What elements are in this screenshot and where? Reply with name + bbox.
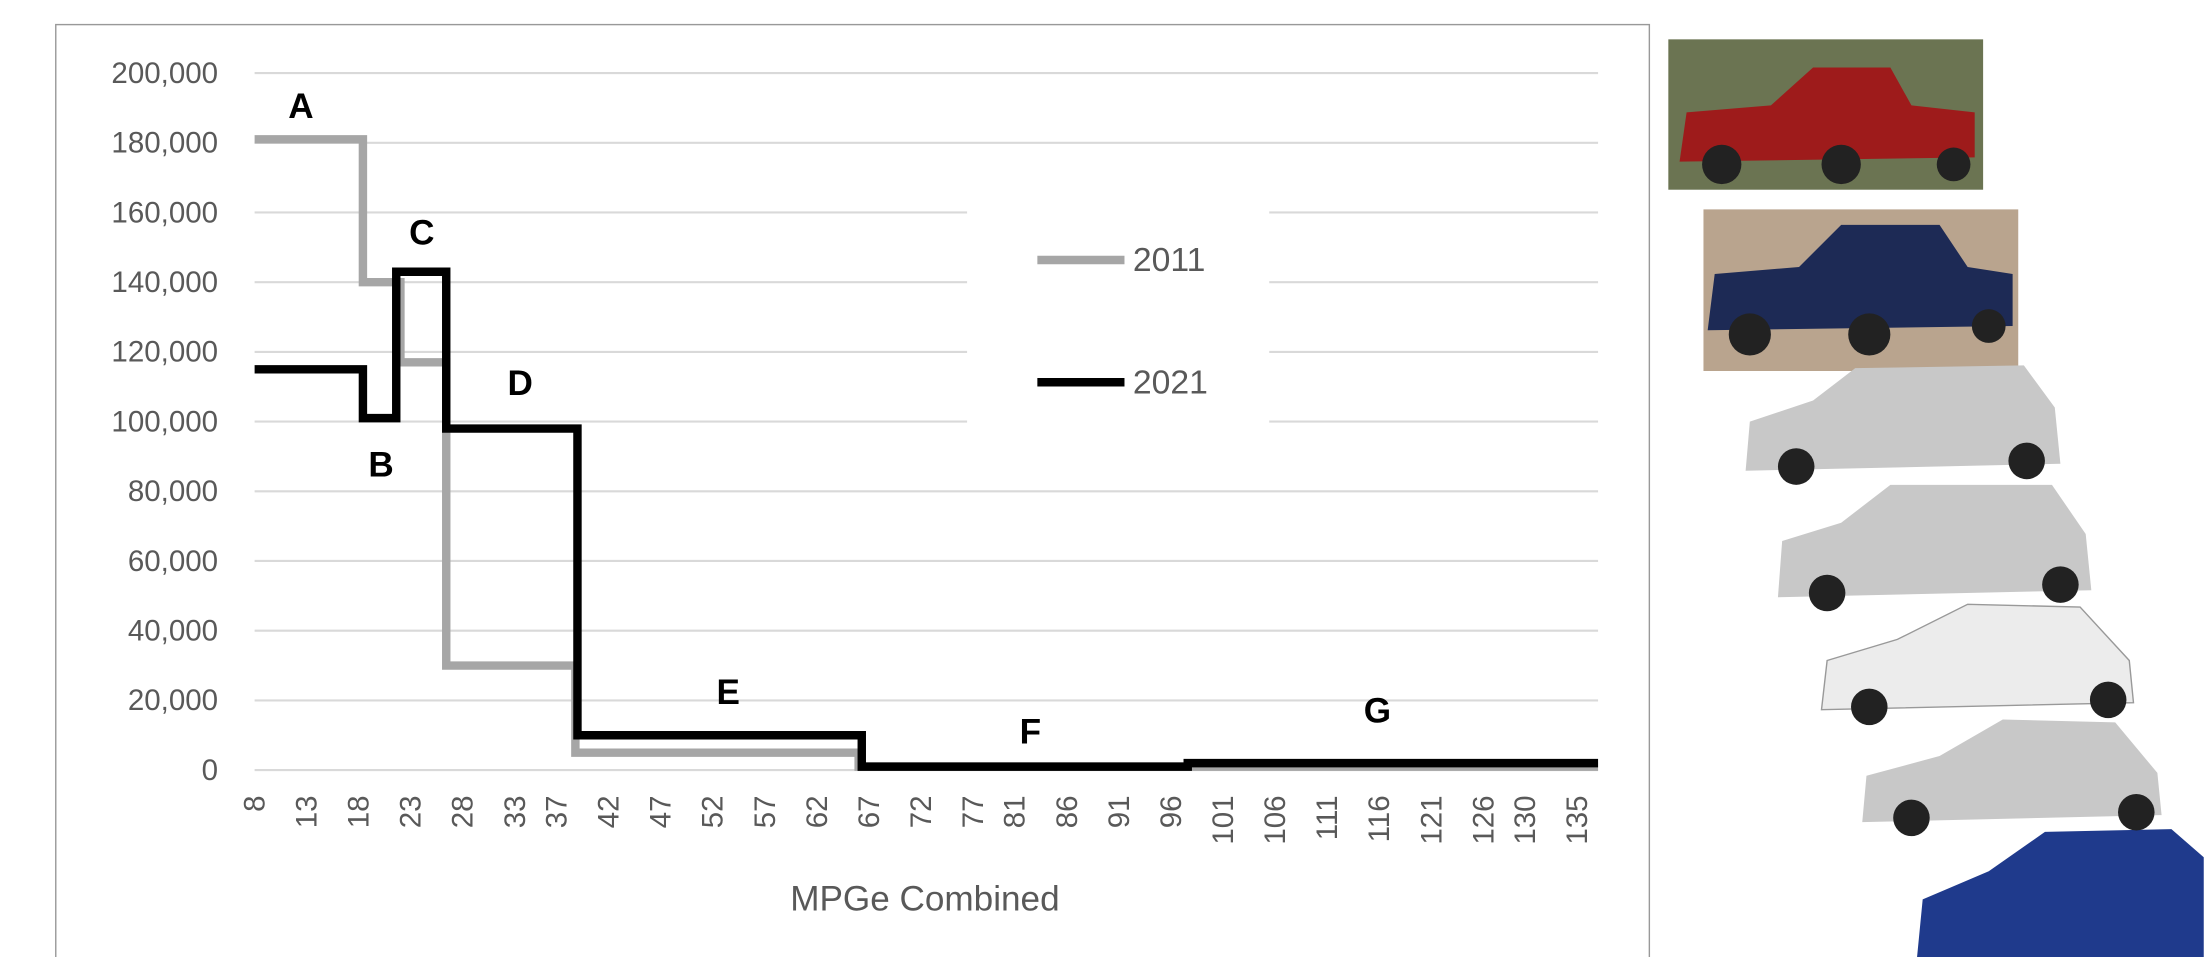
x-tick-label: 111 xyxy=(1311,795,1344,840)
truck-body xyxy=(1707,224,2013,331)
wheel xyxy=(1821,144,1861,185)
annotation: E xyxy=(716,673,739,712)
hatchback xyxy=(1917,829,2204,957)
x-tick-label: 135 xyxy=(1561,795,1594,844)
x-tick-label: 130 xyxy=(1509,795,1542,844)
annotation: F xyxy=(1020,712,1041,751)
x-tick-label: 72 xyxy=(905,795,938,828)
wheel xyxy=(2008,442,2045,480)
sedan xyxy=(1862,719,2162,823)
legend-box xyxy=(967,196,1270,436)
x-tick-label: 96 xyxy=(1155,795,1188,828)
hatchback xyxy=(1820,603,2135,711)
plot xyxy=(254,135,1599,771)
x-tick-label: 67 xyxy=(853,795,886,828)
x-tick-label: 81 xyxy=(999,795,1032,828)
suv xyxy=(1777,484,2092,598)
wheel xyxy=(1971,309,2006,343)
x-tick-label: 77 xyxy=(957,795,990,828)
x-tick-label: 13 xyxy=(291,795,324,828)
y-tick-label: 160,000 xyxy=(111,196,218,229)
x-tick-label: 18 xyxy=(343,795,376,828)
wheel xyxy=(1848,313,1891,356)
x-tick-label: 116 xyxy=(1363,795,1396,842)
y-tick-label: 200,000 xyxy=(111,57,218,90)
legend-label: 2011 xyxy=(1133,241,1206,279)
wheel xyxy=(1893,799,1930,837)
x-tick-label: 52 xyxy=(697,795,730,828)
wheel xyxy=(1702,144,1742,185)
series-line xyxy=(254,267,1599,771)
legend-label: 2021 xyxy=(1133,363,1208,401)
annotation: C xyxy=(409,214,434,253)
x-tick-label: 23 xyxy=(395,795,428,828)
wheel xyxy=(1728,313,1771,356)
wheel xyxy=(1777,448,1815,485)
x-tick-label: 126 xyxy=(1467,795,1500,844)
y-tick-label: 20,000 xyxy=(128,684,218,717)
y-tick-label: 140,000 xyxy=(111,266,218,299)
wheel xyxy=(2042,566,2079,603)
y-tick-label: 100,000 xyxy=(111,405,218,438)
x-tick-label: 33 xyxy=(499,795,532,828)
truck-body xyxy=(1679,67,1975,162)
suv xyxy=(1745,365,2061,471)
y-tick-label: 180,000 xyxy=(111,127,218,160)
x-tick-label: 47 xyxy=(645,795,678,828)
x-tick-label: 86 xyxy=(1051,795,1084,828)
y-tick-label: 120,000 xyxy=(111,336,218,369)
y-tick-label: 0 xyxy=(202,754,218,787)
x-tick-label: 28 xyxy=(447,795,480,828)
x-tick-label: 37 xyxy=(540,795,573,828)
x-tick-label: 62 xyxy=(801,795,834,828)
x-tick-label: 121 xyxy=(1415,795,1448,844)
wheel xyxy=(2118,793,2155,831)
wheel xyxy=(1936,147,1971,182)
annotation: G xyxy=(1364,691,1391,730)
x-tick-label: 101 xyxy=(1207,795,1240,844)
wheel xyxy=(1808,574,1846,612)
y-tick-label: 60,000 xyxy=(128,545,218,578)
wheel xyxy=(1851,688,1888,726)
annotation: D xyxy=(508,364,533,403)
x-tick-label: 91 xyxy=(1103,795,1136,828)
annotation: A xyxy=(288,87,313,126)
x-tick-label: 57 xyxy=(749,795,782,828)
x-tick-label: 106 xyxy=(1259,795,1292,844)
x-tick-label: 8 xyxy=(238,795,271,811)
annotation: B xyxy=(368,445,393,484)
x-axis-title: MPGe Combined xyxy=(790,880,1059,919)
vehicle-pictures xyxy=(1668,39,2204,957)
y-tick-label: 80,000 xyxy=(128,475,218,508)
x-tick-label: 42 xyxy=(593,795,626,828)
y-tick-label: 40,000 xyxy=(128,615,218,648)
wheel xyxy=(2089,681,2127,719)
